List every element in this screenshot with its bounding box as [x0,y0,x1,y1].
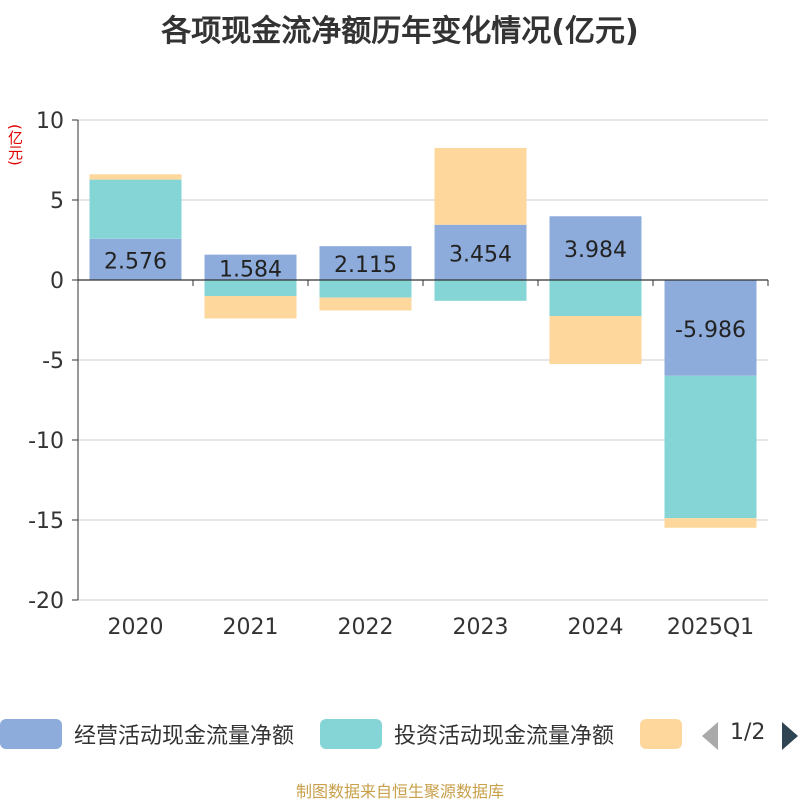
y-tick-label: 0 [50,269,64,294]
bar-segment [434,280,527,301]
bar-segment [89,238,182,280]
legend-next-icon[interactable] [782,722,798,750]
bar-segment [319,280,412,298]
y-tick-label: -15 [28,509,64,534]
x-tick-label: 2020 [108,615,164,640]
data-labels: 2.576 1.584 2.115 3.454 3.984 -5.986 [104,238,746,343]
y-tick-label: -20 [28,589,64,614]
grid-lines [78,119,768,601]
bar-segment [549,316,642,364]
axes: 10 5 0 -5 -10 -15 -20 2020 2021 2022 2023 2024 2025Q… [28,109,769,640]
y-tick-label: -10 [28,429,64,454]
data-label: 1.584 [219,257,282,282]
data-label: 2.576 [104,249,167,274]
legend-swatch [320,719,382,749]
bar-segment [204,254,297,280]
y-tick-label: 5 [50,189,64,214]
legend-pager: 1/2 [730,720,766,745]
bar-segment [549,216,642,280]
data-label: 3.984 [564,238,627,263]
x-tick-label: 2021 [223,615,279,640]
bar-segment [664,518,757,528]
x-tick-label: 2023 [453,615,509,640]
bars [89,147,757,528]
y-tick-label: -5 [42,349,64,374]
legend-label: 经营活动现金流量净额 [74,724,295,749]
bar-segment [204,280,297,296]
legend-swatch [640,719,682,749]
bar-segment [549,280,642,316]
bar-segment [664,280,757,376]
bar-segment [319,246,412,280]
legend-label: 投资活动现金流量净额 [394,724,615,749]
bar-chart: 10 5 0 -5 -10 -15 -20 2020 2021 2022 2023 2024 2025Q… [28,109,769,640]
chart-title: 各项现金流净额历年变化情况(亿元) [161,14,639,49]
legend-swatch [0,719,62,749]
y-axis-unit: (亿元) [6,124,24,166]
legend-prev-icon[interactable] [702,722,718,750]
x-tick-label: 2025Q1 [667,615,754,640]
bar-segment [89,179,182,239]
bar-segment [434,224,527,280]
legend-item-operating[interactable]: 经营活动现金流量净额 [0,716,294,752]
data-label: 2.115 [334,253,397,278]
data-label: -5.986 [675,318,746,343]
bar-segment [664,375,757,519]
bar-segment [89,174,182,180]
data-label: 3.454 [449,242,512,267]
bar-segment [319,297,412,311]
legend: 经营活动现金流量净额 投资活动现金流量净额 1/2 [0,716,800,756]
x-tick-label: 2024 [568,615,624,640]
x-tick-label: 2022 [338,615,394,640]
bar-segment [434,147,527,225]
y-tick-label: 10 [36,109,64,134]
data-source: 制图数据来自恒生聚源数据库 [295,782,504,801]
legend-item-third[interactable] [640,716,682,752]
legend-item-investing[interactable]: 投资活动现金流量净额 [320,716,614,752]
bar-segment [204,296,297,319]
